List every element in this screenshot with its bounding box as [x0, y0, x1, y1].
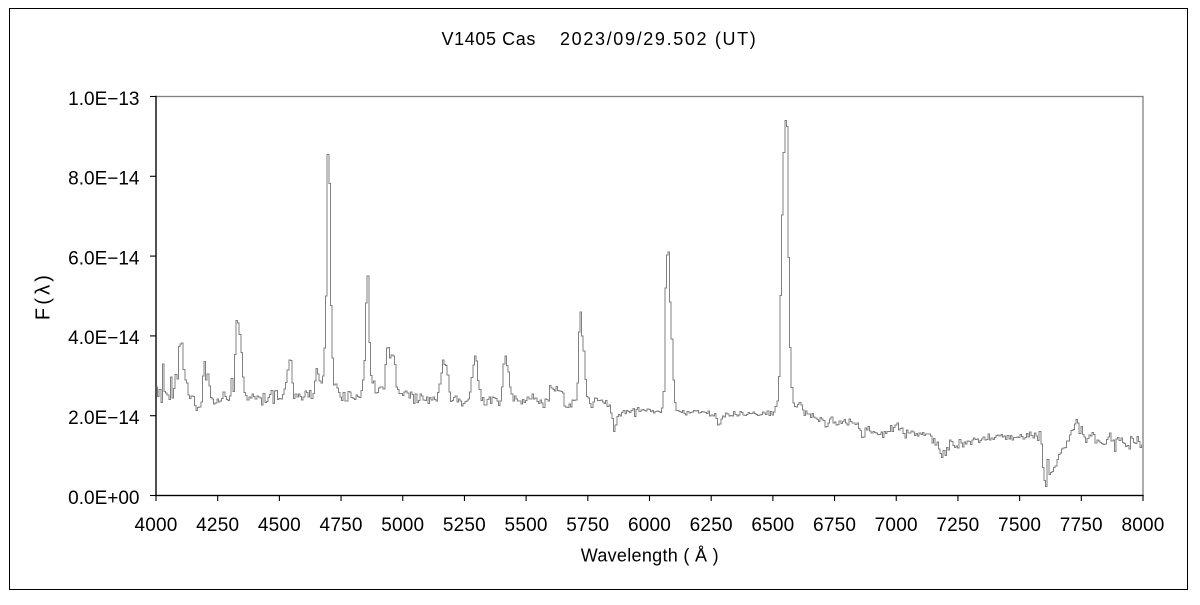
svg-text:4.0E−14: 4.0E−14 — [68, 328, 140, 349]
svg-text:7000: 7000 — [875, 515, 918, 536]
svg-text:2023/09/29.502 (UT): 2023/09/29.502 (UT) — [560, 29, 757, 49]
svg-text:6250: 6250 — [690, 515, 733, 536]
svg-text:0.0E+00: 0.0E+00 — [68, 488, 139, 509]
svg-text:6000: 6000 — [628, 515, 671, 536]
svg-text:5250: 5250 — [443, 515, 486, 536]
svg-text:5000: 5000 — [381, 515, 424, 536]
svg-text:6.0E−14: 6.0E−14 — [68, 248, 140, 269]
svg-text:1.0E−13: 1.0E−13 — [68, 89, 139, 110]
svg-text:4500: 4500 — [258, 515, 301, 536]
svg-text:7750: 7750 — [1060, 515, 1103, 536]
svg-text:4250: 4250 — [196, 515, 239, 536]
svg-text:6500: 6500 — [751, 515, 794, 536]
svg-text:4000: 4000 — [134, 515, 177, 536]
svg-text:5750: 5750 — [566, 515, 609, 536]
svg-text:6750: 6750 — [813, 515, 856, 536]
svg-text:8000: 8000 — [1121, 515, 1164, 536]
svg-text:2.0E−14: 2.0E−14 — [68, 408, 140, 429]
svg-text:V1405 Cas: V1405 Cas — [442, 29, 536, 49]
svg-text:F(λ): F(λ) — [33, 272, 55, 320]
svg-text:5500: 5500 — [505, 515, 548, 536]
svg-text:Wavelength ( Å ): Wavelength ( Å ) — [581, 546, 719, 566]
svg-text:8.0E−14: 8.0E−14 — [68, 169, 140, 190]
svg-text:4750: 4750 — [320, 515, 363, 536]
svg-text:7250: 7250 — [936, 515, 979, 536]
svg-text:7500: 7500 — [998, 515, 1041, 536]
